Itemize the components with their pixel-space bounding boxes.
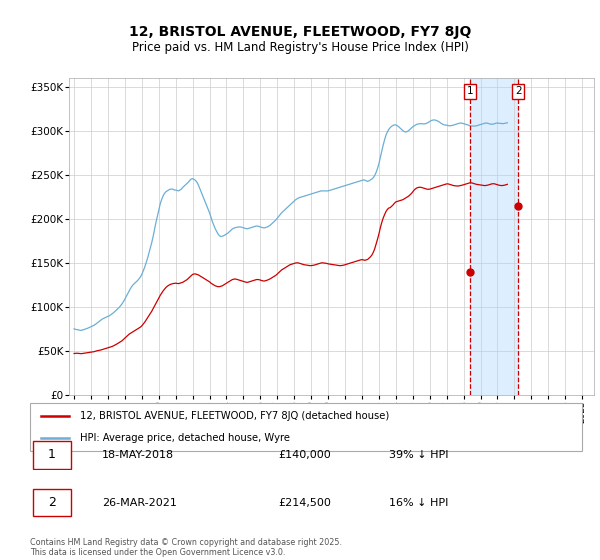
Text: Price paid vs. HM Land Registry's House Price Index (HPI): Price paid vs. HM Land Registry's House …: [131, 41, 469, 54]
Text: 39% ↓ HPI: 39% ↓ HPI: [389, 450, 448, 460]
FancyBboxPatch shape: [33, 489, 71, 516]
Text: 12, BRISTOL AVENUE, FLEETWOOD, FY7 8JQ (detached house): 12, BRISTOL AVENUE, FLEETWOOD, FY7 8JQ (…: [80, 411, 389, 421]
Text: £140,000: £140,000: [278, 450, 331, 460]
FancyBboxPatch shape: [30, 403, 582, 451]
FancyBboxPatch shape: [33, 441, 71, 469]
Text: Contains HM Land Registry data © Crown copyright and database right 2025.
This d: Contains HM Land Registry data © Crown c…: [30, 538, 342, 557]
Text: 26-MAR-2021: 26-MAR-2021: [102, 498, 176, 507]
Text: 1: 1: [467, 86, 473, 96]
Text: 16% ↓ HPI: 16% ↓ HPI: [389, 498, 448, 507]
Text: 1: 1: [48, 449, 56, 461]
Text: £214,500: £214,500: [278, 498, 331, 507]
Bar: [470, 78, 518, 395]
Text: 18-MAY-2018: 18-MAY-2018: [102, 450, 174, 460]
Text: 12, BRISTOL AVENUE, FLEETWOOD, FY7 8JQ: 12, BRISTOL AVENUE, FLEETWOOD, FY7 8JQ: [129, 25, 471, 39]
Text: 2: 2: [515, 86, 521, 96]
Text: 2: 2: [48, 496, 56, 509]
Text: HPI: Average price, detached house, Wyre: HPI: Average price, detached house, Wyre: [80, 433, 290, 443]
